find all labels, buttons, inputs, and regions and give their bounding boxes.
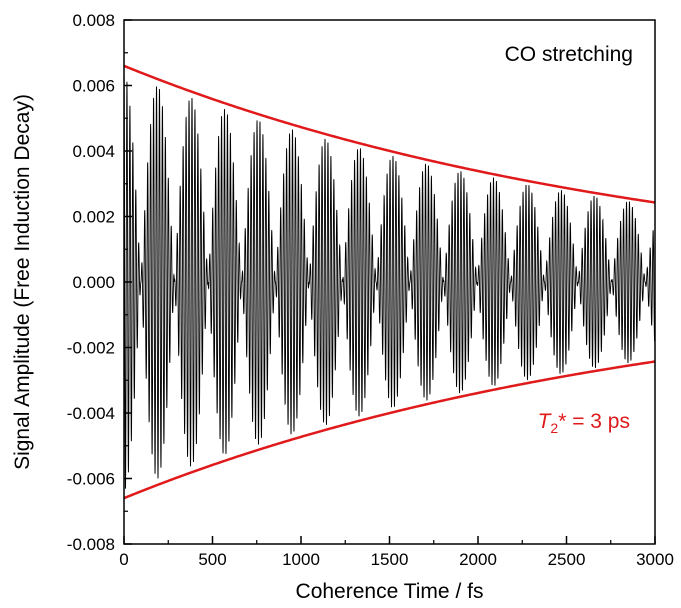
y-tick-label: 0.008: [72, 11, 115, 30]
x-tick-label: 1500: [371, 550, 409, 569]
y-tick-label: -0.006: [67, 470, 115, 489]
y-tick-label: -0.002: [67, 339, 115, 358]
y-tick-label: 0.006: [72, 77, 115, 96]
axis-ticks: [123, 19, 656, 545]
signal-trace: [123, 72, 656, 489]
x-tick-label: 500: [198, 550, 226, 569]
annotation-t2-symbol: T: [538, 410, 553, 433]
upper-envelope-line: [123, 64, 656, 204]
y-axis-title: Signal Amplitude (Free Induction Decay): [11, 94, 34, 470]
y-tick-label: 0.000: [72, 273, 115, 292]
x-tick-label: 2500: [548, 550, 586, 569]
annotation-co-stretching: CO stretching: [505, 43, 633, 66]
x-axis-title: Coherence Time / fs: [296, 580, 484, 603]
y-tick-label: 0.004: [72, 142, 115, 161]
x-tick-label: 2000: [459, 550, 497, 569]
lower-envelope-line: [123, 360, 656, 500]
signal-line: [123, 72, 656, 489]
y-tick-label: -0.008: [67, 535, 115, 554]
y-tick-label: -0.004: [67, 404, 115, 423]
annotation-t2-star: T2* = 3 ps: [538, 410, 630, 436]
annotation-t2-subscript: 2: [550, 420, 558, 436]
tick-labels: 0 500 1000 1500 2000 2500 3000 -0.008 -0.006 -0.0…: [67, 11, 674, 569]
annotation-t2-value: * = 3 ps: [558, 410, 630, 433]
y-tick-label: 0.002: [72, 208, 115, 227]
x-tick-label: 3000: [636, 550, 674, 569]
x-tick-label: 1000: [282, 550, 320, 569]
x-tick-label: 0: [119, 550, 128, 569]
envelope-curves: [123, 64, 656, 500]
